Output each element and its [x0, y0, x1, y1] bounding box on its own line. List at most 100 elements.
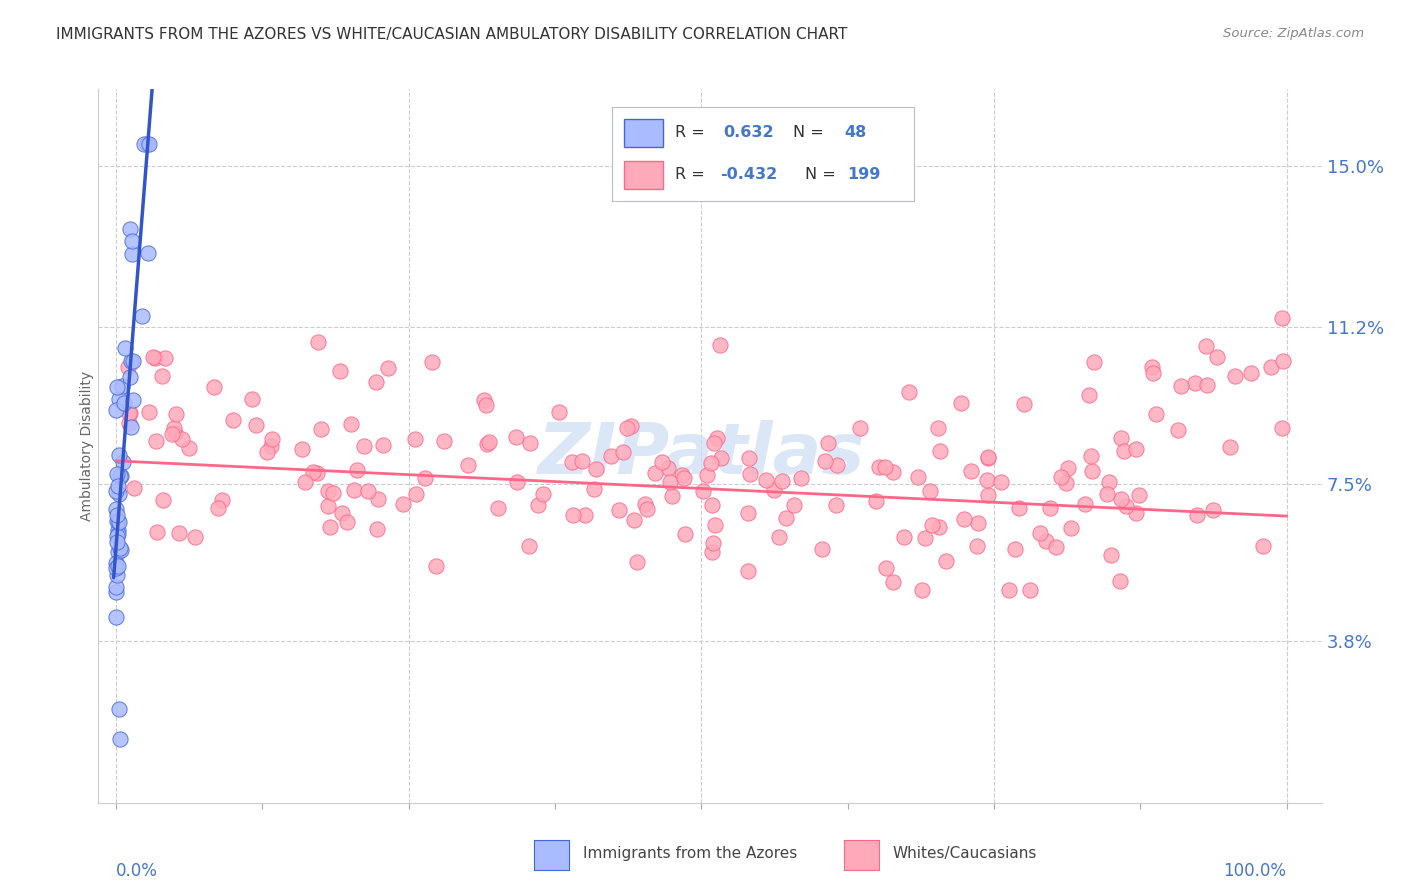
Point [1144, 407, 1167, 421]
Point [658, 475, 681, 490]
Point [1095, 486, 1118, 500]
Point [865, 494, 887, 508]
Text: Immigrants from the Azores: Immigrants from the Azores [583, 847, 797, 861]
Point [1099, 548, 1122, 562]
Point [373, 438, 395, 452]
Text: ZIPatlas: ZIPatlas [537, 420, 865, 489]
Point [222, 413, 245, 427]
Point [211, 492, 233, 507]
Point [619, 419, 641, 434]
Point [110, 469, 132, 483]
Point [132, 137, 155, 152]
Point [661, 489, 683, 503]
Point [105, 502, 128, 516]
Point [163, 421, 186, 435]
Point [1195, 339, 1218, 353]
Point [457, 458, 479, 472]
Point [824, 498, 846, 512]
Point [505, 430, 527, 444]
Point [1029, 526, 1052, 541]
Point [105, 535, 128, 549]
Text: IMMIGRANTS FROM THE AZORES VS WHITE/CAUCASIAN AMBULATORY DISABILITY CORRELATION : IMMIGRANTS FROM THE AZORES VS WHITE/CAUC… [56, 27, 848, 42]
Point [202, 379, 225, 393]
Point [574, 508, 596, 522]
Point [420, 355, 443, 369]
Point [353, 439, 375, 453]
Point [105, 528, 128, 542]
Point [475, 437, 498, 451]
Point [1019, 583, 1042, 598]
Point [153, 351, 176, 365]
Point [1112, 443, 1135, 458]
Point [506, 475, 529, 489]
Point [935, 554, 957, 568]
Point [1125, 442, 1147, 457]
Point [960, 464, 983, 478]
Point [976, 473, 998, 487]
Point [953, 512, 976, 526]
Point [740, 467, 762, 482]
Point [737, 506, 759, 520]
Point [616, 420, 638, 434]
Point [783, 498, 806, 512]
Point [111, 454, 134, 468]
Point [966, 539, 988, 553]
Point [1098, 475, 1121, 489]
Point [145, 434, 167, 448]
Point [898, 385, 921, 400]
Point [1081, 464, 1104, 478]
Point [405, 487, 427, 501]
Point [1080, 449, 1102, 463]
Point [1271, 421, 1294, 435]
Point [918, 484, 941, 499]
Point [112, 395, 135, 409]
Point [1253, 539, 1275, 553]
Point [107, 545, 129, 559]
Point [1142, 366, 1164, 380]
Point [150, 369, 173, 384]
Point [673, 471, 696, 485]
Point [1184, 376, 1206, 391]
Point [117, 359, 139, 374]
Point [710, 451, 733, 466]
Point [163, 426, 186, 441]
Point [366, 522, 388, 536]
Point [336, 515, 359, 529]
Point [1008, 500, 1031, 515]
Point [882, 575, 904, 590]
Point [110, 542, 132, 557]
Point [1083, 355, 1105, 369]
Point [1202, 503, 1225, 517]
Point [977, 488, 1000, 502]
Point [526, 499, 548, 513]
Point [868, 459, 890, 474]
Point [107, 523, 129, 537]
Point [319, 520, 342, 534]
Point [107, 449, 129, 463]
Point [817, 436, 839, 450]
Point [692, 484, 714, 499]
Point [108, 487, 131, 501]
Point [1045, 540, 1067, 554]
Point [875, 560, 897, 574]
Text: N =: N = [806, 167, 841, 182]
Text: Source: ZipAtlas.com: Source: ZipAtlas.com [1223, 27, 1364, 40]
Point [425, 559, 447, 574]
Point [146, 524, 169, 539]
Point [105, 585, 128, 599]
Point [330, 506, 353, 520]
Point [307, 334, 329, 349]
Point [929, 444, 952, 458]
Point [240, 392, 263, 406]
Point [673, 527, 696, 541]
Point [825, 458, 848, 473]
Point [519, 435, 541, 450]
Point [290, 442, 312, 456]
Point [1004, 542, 1026, 557]
Point [907, 470, 929, 484]
Text: 199: 199 [848, 167, 880, 182]
Point [737, 564, 759, 578]
Point [702, 545, 724, 559]
Point [636, 502, 658, 516]
Point [651, 455, 673, 469]
